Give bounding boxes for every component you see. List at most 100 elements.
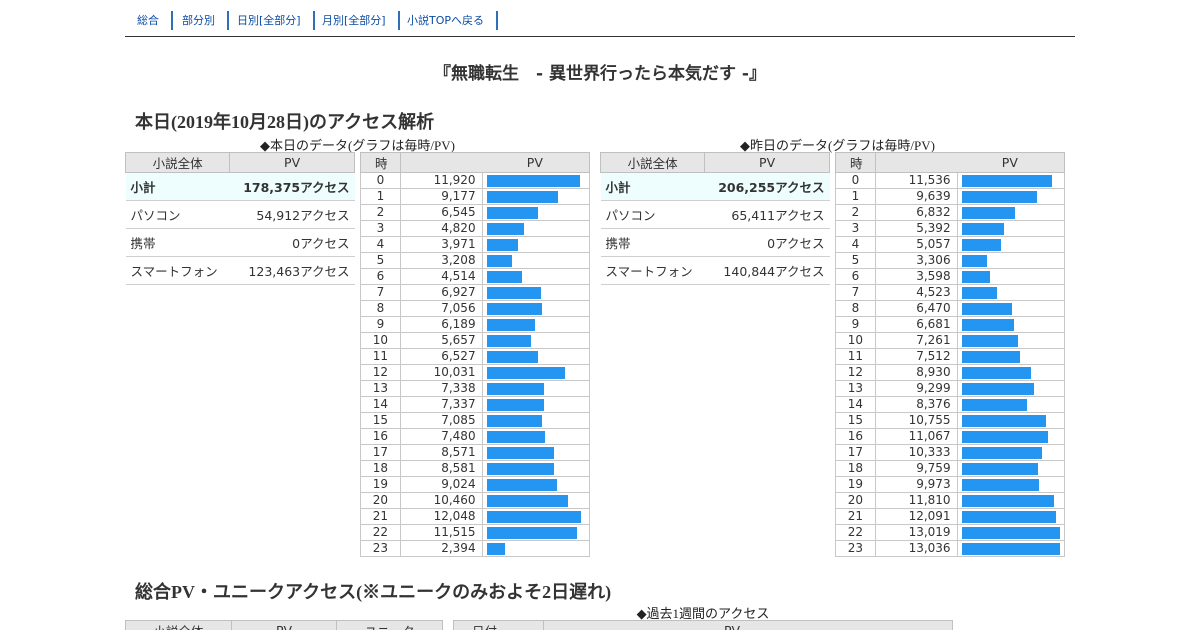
pv-cell: 8,930: [874, 364, 958, 381]
hourly-row: 12 8,930: [835, 364, 1066, 381]
total-access-table: 小説全体 PV ユニーク: [125, 620, 443, 630]
hour-cell: 3: [360, 220, 401, 237]
hour-cell: 23: [360, 540, 401, 557]
pv-cell: 6,545: [399, 204, 483, 221]
hour-cell: 14: [360, 396, 401, 413]
pv-cell: 4,514: [399, 268, 483, 285]
hourly-header-pv: PV: [874, 152, 1066, 173]
week-header-date: 日付: [453, 620, 544, 630]
hourly-row: 2 6,545: [360, 204, 591, 221]
pv-bar: [486, 398, 544, 411]
hour-cell: 10: [360, 332, 401, 349]
pv-bar-cell: [956, 332, 1066, 349]
pv-cell: 3,971: [399, 236, 483, 253]
hour-cell: 7: [835, 284, 876, 301]
nav-link-novel-top[interactable]: 小説TOPへ戻る: [395, 11, 499, 30]
nav-link-monthly[interactable]: 月別[全部分]: [310, 11, 400, 30]
pv-bar-cell: [956, 252, 1066, 269]
pv-bar: [961, 382, 1035, 395]
hour-cell: 23: [835, 540, 876, 557]
hourly-row: 3 4,820: [360, 220, 591, 237]
pv-bar-cell: [481, 236, 591, 253]
pv-cell: 12,048: [399, 508, 483, 525]
pv-bar-cell: [956, 508, 1066, 525]
pv-cell: 4,523: [874, 284, 958, 301]
pv-bar-cell: [481, 524, 591, 541]
pv-cell: 7,512: [874, 348, 958, 365]
top-nav: 総合 部分別 日別[全部分] 月別[全部分] 小説TOPへ戻る: [125, 9, 1075, 37]
hour-cell: 10: [835, 332, 876, 349]
pv-bar: [961, 526, 1060, 539]
total-heading: 総合PV・ユニークアクセス(※ユニークのみおよそ2日遅れ): [135, 582, 612, 602]
hourly-row: 11 7,512: [835, 348, 1066, 365]
pv-bar: [961, 494, 1054, 507]
today-caption: ◆本日のデータ(グラフは毎時/PV): [260, 138, 455, 153]
pv-bar-cell: [956, 412, 1066, 429]
pv-cell: 8,376: [874, 396, 958, 413]
pv-bar: [486, 174, 580, 187]
hour-cell: 21: [360, 508, 401, 525]
pv-cell: 11,515: [399, 524, 483, 541]
pv-bar-cell: [481, 284, 591, 301]
pv-cell: 5,392: [874, 220, 958, 237]
hour-cell: 6: [360, 268, 401, 285]
summary-header-pv: PV: [229, 152, 355, 173]
pv-bar: [486, 318, 535, 331]
hour-cell: 14: [835, 396, 876, 413]
pv-cell: 7,480: [399, 428, 483, 445]
total-header-label: 小説全体: [125, 620, 232, 630]
pv-cell: 13,019: [874, 524, 958, 541]
nav-link-daily[interactable]: 日別[全部分]: [225, 11, 315, 30]
pv-bar: [486, 494, 569, 507]
pv-bar: [961, 398, 1027, 411]
pv-cell: 8,581: [399, 460, 483, 477]
pv-bar: [486, 206, 538, 219]
hourly-row: 18 9,759: [835, 460, 1066, 477]
summary-value: 178,375アクセス: [229, 172, 355, 201]
pv-cell: 6,189: [399, 316, 483, 333]
pv-bar-cell: [956, 364, 1066, 381]
hourly-row: 14 7,337: [360, 396, 591, 413]
hourly-row: 2 6,832: [835, 204, 1066, 221]
pv-bar-cell: [956, 492, 1066, 509]
pv-bar-cell: [956, 444, 1066, 461]
hourly-row: 1 9,639: [835, 188, 1066, 205]
pv-bar-cell: [481, 508, 591, 525]
hourly-row: 3 5,392: [835, 220, 1066, 237]
pv-bar-cell: [481, 204, 591, 221]
yesterday-caption: ◆昨日のデータ(グラフは毎時/PV): [740, 138, 935, 153]
hourly-row: 7 6,927: [360, 284, 591, 301]
hourly-row: 14 8,376: [835, 396, 1066, 413]
pv-bar-cell: [956, 236, 1066, 253]
pv-bar-cell: [956, 540, 1066, 557]
summary-value: 0アクセス: [704, 228, 830, 257]
hourly-row: 13 9,299: [835, 380, 1066, 397]
pv-bar-cell: [481, 540, 591, 557]
pv-cell: 9,177: [399, 188, 483, 205]
summary-row-subtotal: 小計 206,255アクセス: [600, 172, 830, 201]
nav-link-overall[interactable]: 総合: [125, 11, 173, 30]
hourly-row: 17 10,333: [835, 444, 1066, 461]
hourly-row: 22 13,019: [835, 524, 1066, 541]
summary-row-mobile: 携帯 0アクセス: [125, 228, 355, 257]
pv-cell: 6,470: [874, 300, 958, 317]
hourly-row: 5 3,306: [835, 252, 1066, 269]
hourly-row: 10 5,657: [360, 332, 591, 349]
pv-bar-cell: [481, 172, 591, 189]
pv-bar: [961, 430, 1049, 443]
pv-bar: [486, 286, 541, 299]
pv-bar: [486, 302, 542, 315]
pv-bar-cell: [481, 396, 591, 413]
pv-cell: 10,031: [399, 364, 483, 381]
nav-link-by-part[interactable]: 部分別: [170, 11, 229, 30]
yesterday-hourly-table: 時 PV 0 11,536 1 9,639 2 6,832 3 5,392 4 5,057 5 3,3…: [835, 152, 1066, 557]
pv-bar: [961, 334, 1019, 347]
pv-bar: [486, 350, 538, 363]
hourly-row: 6 4,514: [360, 268, 591, 285]
hour-cell: 2: [360, 204, 401, 221]
pv-cell: 6,927: [399, 284, 483, 301]
week-header-pv: PV: [543, 620, 953, 630]
summary-label: パソコン: [600, 200, 705, 229]
pv-cell: 7,085: [399, 412, 483, 429]
hourly-row: 12 10,031: [360, 364, 591, 381]
